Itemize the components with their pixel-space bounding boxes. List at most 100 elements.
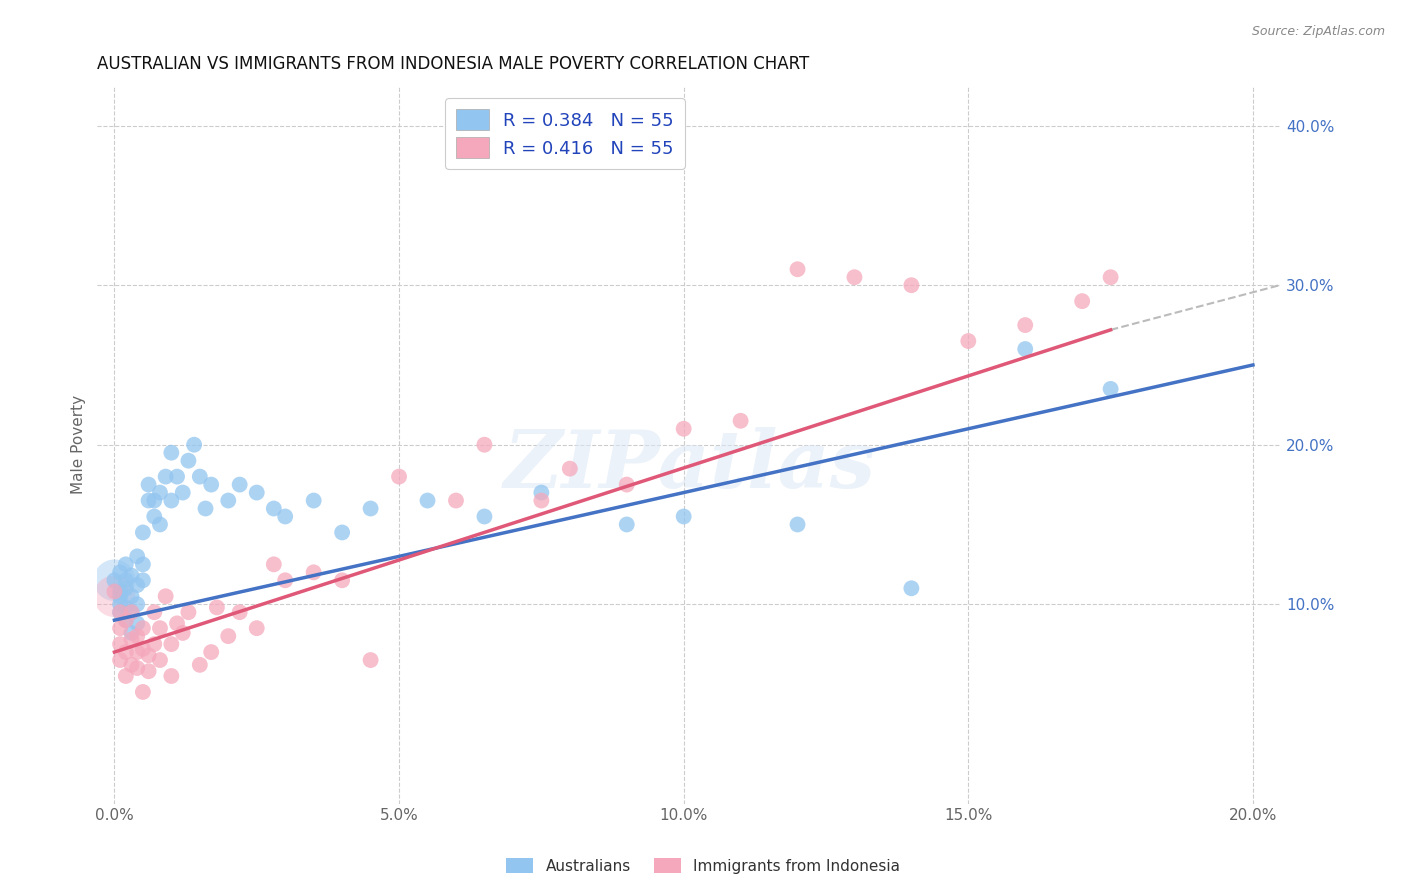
Point xyxy=(263,501,285,516)
Point xyxy=(160,669,183,683)
Point xyxy=(558,461,581,475)
Point xyxy=(121,568,143,582)
Point xyxy=(330,525,353,540)
Point xyxy=(616,517,638,532)
Point xyxy=(132,621,155,635)
Point xyxy=(127,597,149,611)
Point xyxy=(530,485,553,500)
Legend: Australians, Immigrants from Indonesia: Australians, Immigrants from Indonesia xyxy=(499,852,907,880)
Point xyxy=(127,616,149,631)
Point xyxy=(143,509,166,524)
Point xyxy=(360,653,382,667)
Point xyxy=(108,605,131,619)
Point xyxy=(228,605,250,619)
Point xyxy=(1071,294,1094,309)
Point xyxy=(149,517,172,532)
Point xyxy=(143,493,166,508)
Point xyxy=(103,574,125,588)
Point xyxy=(166,469,188,483)
Point xyxy=(957,334,980,348)
Point xyxy=(114,669,136,683)
Point xyxy=(127,645,149,659)
Point xyxy=(330,574,353,588)
Point xyxy=(127,661,149,675)
Point xyxy=(121,605,143,619)
Point xyxy=(132,685,155,699)
Point xyxy=(114,574,136,588)
Point xyxy=(108,621,131,635)
Point xyxy=(160,445,183,459)
Point xyxy=(263,558,285,572)
Point xyxy=(132,525,155,540)
Point xyxy=(114,613,136,627)
Point xyxy=(200,477,222,491)
Point xyxy=(160,493,183,508)
Point xyxy=(672,422,695,436)
Point xyxy=(172,626,194,640)
Point xyxy=(217,493,239,508)
Point xyxy=(127,549,149,564)
Point xyxy=(103,584,125,599)
Point xyxy=(166,616,188,631)
Point xyxy=(844,270,866,285)
Point xyxy=(114,645,136,659)
Point xyxy=(900,278,922,293)
Point xyxy=(127,578,149,592)
Point xyxy=(138,664,160,678)
Point xyxy=(416,493,439,508)
Y-axis label: Male Poverty: Male Poverty xyxy=(72,395,86,494)
Point xyxy=(160,637,183,651)
Point xyxy=(188,657,211,672)
Point xyxy=(155,469,177,483)
Point xyxy=(132,574,155,588)
Point xyxy=(1099,270,1122,285)
Point xyxy=(108,597,131,611)
Point xyxy=(530,493,553,508)
Point xyxy=(246,485,269,500)
Point xyxy=(183,438,205,452)
Point xyxy=(302,566,325,580)
Point xyxy=(121,589,143,603)
Point xyxy=(138,648,160,663)
Point xyxy=(786,517,808,532)
Point xyxy=(149,621,172,635)
Point xyxy=(121,657,143,672)
Point xyxy=(177,605,200,619)
Point xyxy=(103,589,125,603)
Point xyxy=(108,589,131,603)
Point xyxy=(143,637,166,651)
Point xyxy=(143,605,166,619)
Point xyxy=(149,653,172,667)
Point xyxy=(177,453,200,467)
Legend: R = 0.384   N = 55, R = 0.416   N = 55: R = 0.384 N = 55, R = 0.416 N = 55 xyxy=(446,98,685,169)
Point xyxy=(108,637,131,651)
Point xyxy=(138,493,160,508)
Point xyxy=(155,589,177,603)
Point xyxy=(132,641,155,656)
Point xyxy=(121,626,143,640)
Point xyxy=(194,501,217,516)
Point xyxy=(730,414,752,428)
Point xyxy=(172,485,194,500)
Point xyxy=(474,509,496,524)
Point xyxy=(360,501,382,516)
Point xyxy=(114,582,136,596)
Point xyxy=(228,477,250,491)
Point xyxy=(246,621,269,635)
Point xyxy=(302,493,325,508)
Point xyxy=(108,566,131,580)
Point xyxy=(900,582,922,596)
Point xyxy=(616,477,638,491)
Point xyxy=(205,600,228,615)
Point xyxy=(121,632,143,647)
Point xyxy=(274,509,297,524)
Point xyxy=(474,438,496,452)
Point xyxy=(217,629,239,643)
Point xyxy=(200,645,222,659)
Point xyxy=(138,477,160,491)
Point xyxy=(188,469,211,483)
Point xyxy=(1099,382,1122,396)
Point xyxy=(786,262,808,277)
Point xyxy=(1014,342,1036,356)
Point xyxy=(108,605,131,619)
